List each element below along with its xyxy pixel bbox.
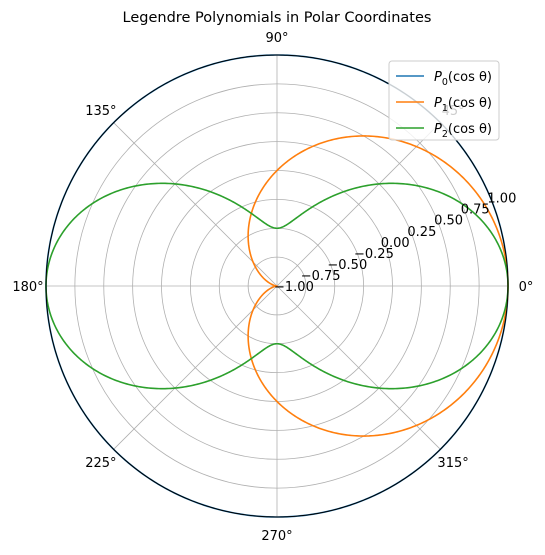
radial-tick-label-2: −0.50 xyxy=(327,258,367,273)
angle-tick-label-90: 90° xyxy=(265,31,288,46)
angular-gridline-225 xyxy=(113,285,278,450)
angle-tick-label-225: 225° xyxy=(85,456,116,471)
radial-tick-label-5: 0.25 xyxy=(407,225,436,240)
legend-label-p1: P1(cos θ) xyxy=(434,96,492,114)
radial-tick-label-8: 1.00 xyxy=(487,192,516,207)
radial-tick-label-1: −0.75 xyxy=(301,269,341,284)
angle-tick-label-270: 270° xyxy=(261,529,292,544)
radial-tick-label-0: −1.00 xyxy=(274,280,314,295)
angular-gridline-315 xyxy=(276,285,441,450)
angle-tick-label-315: 315° xyxy=(437,456,468,471)
radial-tick-label-3: −0.25 xyxy=(354,247,394,262)
legend-label-p2: P2(cos θ) xyxy=(434,122,492,140)
radial-tick-labels: −1.00−0.75−0.50−0.250.000.250.500.751.00 xyxy=(274,192,516,295)
angle-tick-label-135: 135° xyxy=(85,104,116,119)
radial-tick-label-4: 0.00 xyxy=(381,236,410,251)
radial-tick-label-6: 0.50 xyxy=(434,214,463,229)
angular-gridline-45 xyxy=(276,122,441,287)
series-line-p1 xyxy=(247,135,509,437)
chart-title: Legendre Polynomials in Polar Coordinate… xyxy=(123,10,432,26)
legend-entries: P0(cos θ) P1(cos θ) P2(cos θ) xyxy=(396,70,492,140)
radial-tick-label-7: 0.75 xyxy=(461,203,490,218)
legend: P0(cos θ) P1(cos θ) P2(cos θ) xyxy=(388,60,500,141)
polar-frame xyxy=(45,54,509,518)
angle-tick-labels: 0°45°90°135°180°225°270°315° xyxy=(12,31,533,544)
angle-tick-label-0: 0° xyxy=(519,280,534,295)
angle-tick-label-180: 180° xyxy=(12,280,43,295)
legend-box xyxy=(388,60,500,141)
angular-gridline-135 xyxy=(113,122,278,287)
legend-label-p0: P0(cos θ) xyxy=(434,70,492,88)
